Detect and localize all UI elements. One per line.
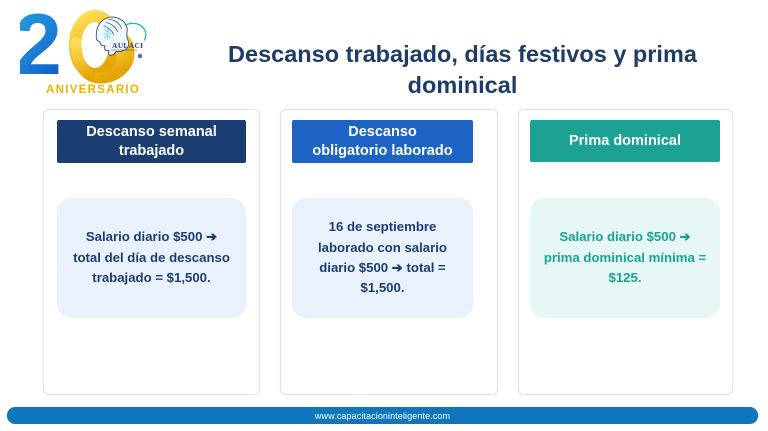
svg-text:AULACI: AULACI — [112, 41, 143, 50]
svg-text:2: 2 — [20, 8, 62, 93]
svg-text:ANIVERSARIO: ANIVERSARIO — [46, 84, 140, 96]
